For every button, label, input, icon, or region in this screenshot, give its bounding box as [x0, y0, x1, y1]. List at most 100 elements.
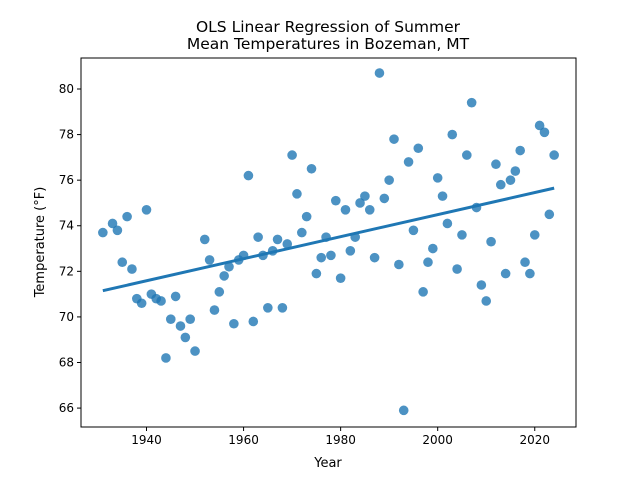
- data-point: [491, 159, 501, 170]
- data-point: [481, 296, 492, 306]
- data-point: [534, 120, 545, 131]
- data-point: [442, 218, 453, 229]
- data-point: [360, 191, 370, 201]
- data-point: [413, 143, 424, 154]
- data-point: [112, 225, 123, 236]
- x-tick-label: 1940: [131, 433, 162, 447]
- data-point: [107, 218, 118, 229]
- data-point: [122, 211, 132, 222]
- data-point: [529, 230, 540, 240]
- data-point: [374, 68, 385, 78]
- x-axis-label: Year: [313, 456, 342, 471]
- data-point: [447, 129, 458, 140]
- data-point: [243, 170, 254, 181]
- data-point: [297, 227, 307, 238]
- x-tick-label: 2020: [519, 433, 550, 447]
- data-point: [452, 264, 462, 274]
- regression-line: [102, 186, 555, 293]
- data-point: [229, 318, 239, 329]
- data-point: [253, 232, 263, 242]
- y-tick-label: 76: [59, 173, 74, 187]
- data-point: [199, 234, 210, 245]
- data-point: [136, 298, 147, 309]
- data-point: [549, 150, 559, 160]
- x-tick-label: 1960: [228, 433, 259, 447]
- data-point: [209, 305, 220, 315]
- data-point: [428, 243, 438, 254]
- data-point: [418, 287, 428, 297]
- data-point: [165, 314, 176, 324]
- data-point: [316, 252, 327, 263]
- data-point: [141, 204, 152, 215]
- data-point: [180, 332, 191, 343]
- data-point: [355, 198, 365, 208]
- data-point: [432, 173, 443, 183]
- data-point: [495, 179, 506, 190]
- data-point: [423, 257, 433, 268]
- data-point: [437, 191, 448, 201]
- data-point: [277, 302, 288, 313]
- data-point: [311, 268, 322, 279]
- x-tick-label: 1980: [325, 433, 356, 447]
- data-point: [408, 225, 419, 236]
- data-point: [379, 193, 390, 204]
- y-tick-label: 78: [59, 128, 74, 142]
- y-tick-label: 80: [59, 82, 74, 96]
- data-point: [457, 230, 467, 240]
- data-point: [248, 316, 259, 327]
- data-point: [272, 234, 283, 245]
- data-point: [369, 252, 380, 263]
- data-point: [500, 268, 511, 279]
- data-point: [161, 353, 171, 363]
- data-point: [462, 150, 472, 160]
- data-point: [175, 321, 186, 331]
- data-point: [525, 268, 535, 279]
- data-point: [510, 166, 521, 176]
- chart-title-line-2: Mean Temperatures in Bozeman, MT: [187, 35, 470, 53]
- data-point: [287, 150, 297, 160]
- y-tick-label: 72: [59, 264, 74, 278]
- data-point: [326, 250, 336, 261]
- y-tick-label: 70: [59, 310, 74, 324]
- data-point: [335, 273, 346, 283]
- data-point: [219, 271, 229, 281]
- data-point: [515, 145, 525, 156]
- data-point: [476, 280, 487, 290]
- data-point: [185, 314, 195, 324]
- plot-frame: [80, 57, 577, 428]
- data-point: [282, 239, 293, 249]
- data-point: [364, 204, 375, 215]
- y-tick-label: 74: [59, 219, 74, 233]
- data-point: [306, 163, 317, 174]
- data-point: [224, 261, 234, 272]
- data-point: [117, 257, 128, 268]
- data-point: [190, 346, 200, 356]
- chart-title-line-1: OLS Linear Regression of Summer: [196, 18, 461, 36]
- y-axis-label: Temperature (°F): [33, 187, 48, 299]
- data-point: [505, 175, 516, 185]
- data-point: [204, 255, 215, 265]
- x-tick-label: 2000: [422, 433, 453, 447]
- data-point: [389, 134, 399, 144]
- data-point: [156, 296, 166, 306]
- data-point: [384, 175, 394, 185]
- data-point: [403, 157, 414, 167]
- data-point: [214, 287, 225, 297]
- data-point: [127, 264, 137, 274]
- data-point: [520, 257, 530, 268]
- data-point: [263, 302, 273, 313]
- y-tick-label: 66: [59, 401, 74, 415]
- data-point: [486, 236, 496, 247]
- data-point: [466, 97, 477, 108]
- data-point: [394, 259, 404, 270]
- y-tick-label: 68: [59, 355, 74, 369]
- data-point: [98, 227, 108, 238]
- data-point: [345, 246, 356, 256]
- data-point: [292, 189, 302, 199]
- data-point: [398, 405, 409, 416]
- data-point: [330, 195, 341, 206]
- data-point: [170, 291, 181, 302]
- data-point: [539, 127, 550, 138]
- data-point: [544, 209, 555, 220]
